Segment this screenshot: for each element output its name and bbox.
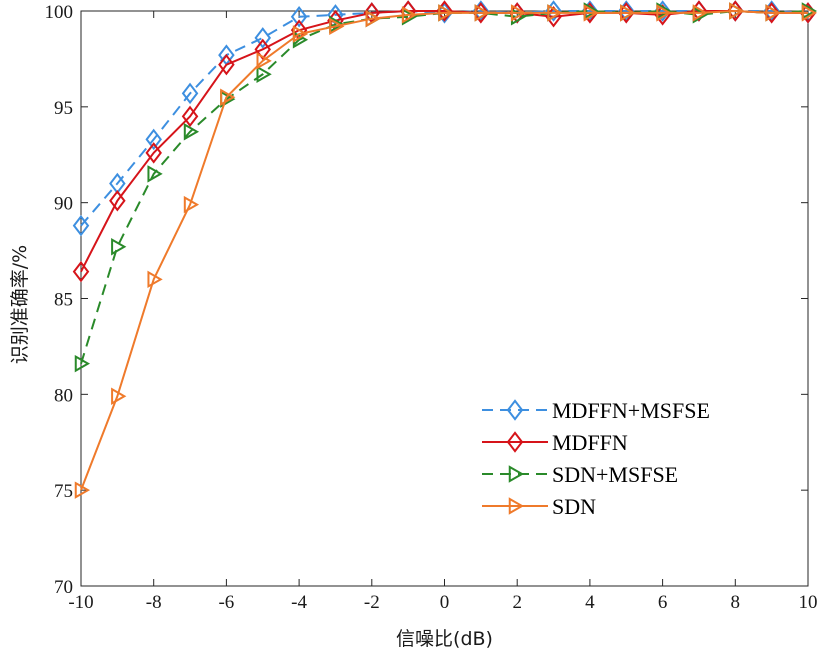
data-point-marker: [801, 4, 818, 22]
data-point-marker: [256, 52, 272, 70]
data-point-marker: [74, 481, 91, 499]
data-point-marker: [365, 9, 381, 28]
legend-item: SDN: [482, 494, 596, 519]
x-axis-label: 信噪比(dB): [396, 628, 493, 650]
data-point-marker: [145, 128, 162, 151]
y-tick-label: 95: [54, 98, 73, 119]
x-axis: -10 -8 -6 -4 -2 0 2 4 6 8 10: [68, 11, 818, 613]
data-point-marker: [74, 354, 91, 373]
data-point-marker: [254, 27, 272, 49]
x-tick-label: 6: [658, 592, 668, 613]
legend-item: MDFFN+MSFSE: [482, 398, 710, 423]
x-tick-label: 4: [585, 592, 595, 613]
data-point-marker: [692, 4, 708, 22]
data-point-marker: [218, 53, 235, 76]
y-tick-label: 100: [45, 2, 74, 23]
data-point-marker: [145, 142, 162, 164]
data-point-marker: [72, 214, 90, 237]
data-point-marker: [181, 105, 199, 128]
data-point-marker: [109, 190, 126, 212]
y-tick-label: 90: [54, 194, 73, 215]
legend: MDFFN+MSFSE MDFFN SDN+MSFSE SDN: [482, 398, 710, 519]
data-point-marker: [620, 4, 636, 22]
series-sdn: [74, 2, 818, 499]
plot-box: [80, 10, 809, 587]
legend-label: MDFFN: [552, 430, 628, 455]
x-tick-label: 2: [512, 592, 522, 613]
legend-item: MDFFN: [482, 430, 628, 455]
data-point-marker: [72, 260, 90, 283]
data-point-marker: [111, 387, 127, 405]
legend-label: SDN+MSFSE: [552, 462, 678, 487]
series-line: [80, 10, 809, 364]
plot-area: [80, 10, 809, 587]
x-tick-label: -10: [68, 592, 93, 613]
data-point-marker: [401, 6, 418, 24]
series-mdffn: [72, 0, 817, 283]
data-point-marker: [183, 195, 200, 214]
series-line: [80, 10, 808, 273]
series-line: [80, 10, 808, 491]
y-tick-label: 70: [54, 577, 73, 598]
x-tick-label: -2: [364, 592, 380, 613]
series-layer: [72, 0, 818, 499]
data-point-marker: [220, 88, 236, 106]
series-sdn-msfse: [74, 2, 818, 373]
data-point-marker: [292, 25, 309, 43]
x-tick-label: -6: [218, 592, 234, 613]
data-point-marker: [438, 4, 454, 22]
data-point-marker: [147, 270, 163, 289]
x-tick-label: 0: [440, 592, 450, 613]
data-point-marker: [256, 65, 272, 83]
data-point-marker: [765, 4, 781, 22]
x-tick-label: -8: [146, 592, 162, 613]
x-tick-label: 10: [799, 592, 818, 613]
data-point-marker: [510, 4, 527, 22]
data-point-marker: [474, 4, 490, 22]
legend-label: MDFFN+MSFSE: [552, 398, 710, 423]
y-tick-label: 85: [54, 290, 73, 311]
y-tick-label: 80: [54, 385, 73, 406]
data-point-marker: [111, 238, 127, 256]
x-tick-label: 8: [731, 592, 741, 613]
data-point-marker: [729, 2, 745, 20]
data-point-marker: [583, 4, 599, 22]
data-point-marker: [508, 497, 525, 515]
y-axis-label: 识别准确率/%: [9, 245, 31, 364]
data-point-marker: [254, 38, 272, 61]
data-point-marker: [656, 4, 672, 22]
legend-label: SDN: [552, 494, 596, 519]
x-tick-label: -4: [291, 592, 307, 613]
data-point-marker: [329, 17, 345, 36]
y-tick-label: 75: [54, 481, 73, 502]
data-point-marker: [183, 123, 200, 141]
data-point-marker: [506, 431, 524, 453]
data-point-marker: [147, 165, 163, 183]
data-point-marker: [181, 82, 199, 105]
data-point-marker: [506, 399, 524, 421]
data-point-marker: [547, 4, 563, 22]
series-line: [80, 10, 809, 227]
y-axis: 70 75 80 85 90 95 100: [45, 2, 808, 598]
data-point-marker: [290, 6, 308, 28]
data-point-marker: [508, 465, 525, 483]
legend-item: SDN+MSFSE: [482, 462, 678, 487]
